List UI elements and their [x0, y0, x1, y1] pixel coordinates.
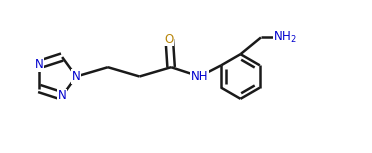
Text: NH$_2$: NH$_2$: [273, 30, 297, 45]
Text: NH: NH: [191, 70, 208, 83]
Text: N: N: [58, 90, 67, 103]
Text: N: N: [35, 58, 44, 71]
Text: O: O: [165, 33, 174, 46]
Text: N: N: [72, 70, 81, 83]
